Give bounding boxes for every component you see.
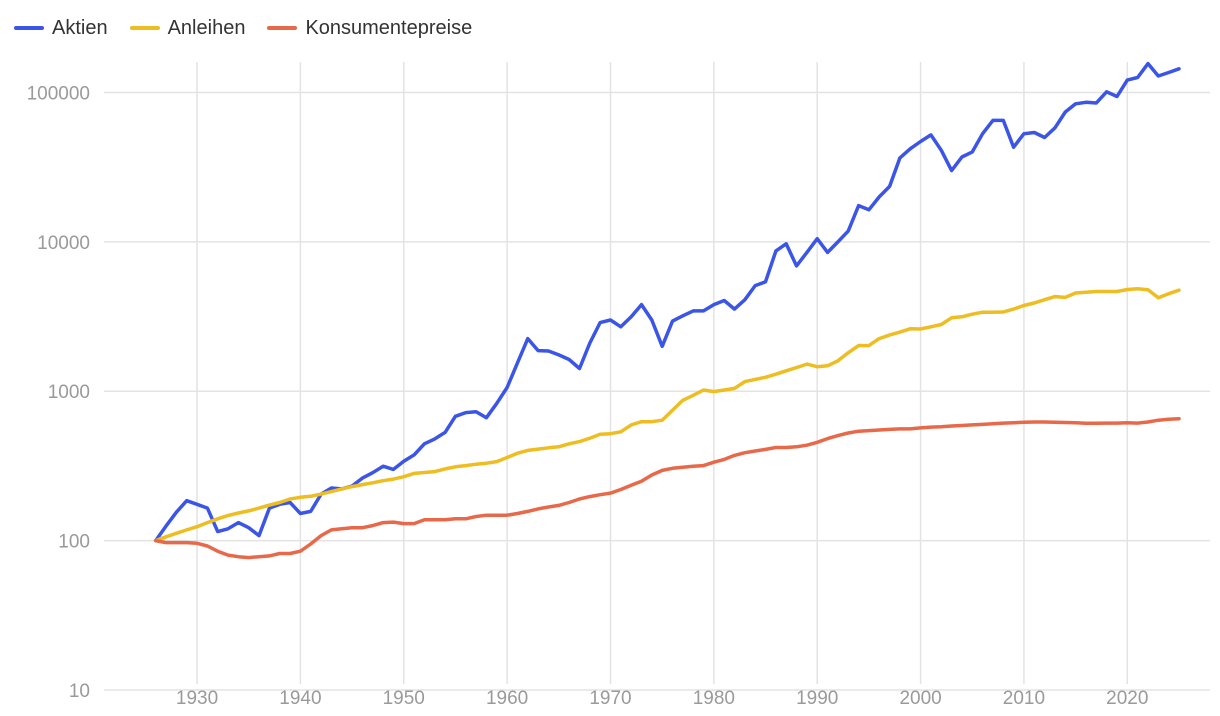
- legend: Aktien Anleihen Konsumentepreise: [14, 14, 494, 42]
- legend-swatch-aktien: [14, 26, 44, 30]
- x-tick-label-1940: 1940: [279, 688, 321, 709]
- x-tick-label-1980: 1980: [693, 688, 735, 709]
- series-line-anleihen: [153, 287, 1181, 543]
- x-tick-label-1960: 1960: [486, 688, 528, 709]
- y-tick-label-100: 100: [58, 532, 90, 553]
- x-tick-label-1950: 1950: [383, 688, 425, 709]
- series-lines: [153, 61, 1181, 560]
- x-tick-label-2010: 2010: [1003, 688, 1045, 709]
- legend-label-anleihen: Anleihen: [167, 16, 246, 39]
- x-tick-label-2020: 2020: [1106, 688, 1148, 709]
- y-tick-label-100000: 100000: [27, 83, 90, 104]
- legend-item-konsumentepreise[interactable]: Konsumentepreise: [267, 17, 472, 40]
- legend-item-anleihen[interactable]: Anleihen: [129, 16, 246, 40]
- y-tick-label-1000: 1000: [48, 382, 90, 403]
- legend-swatch-anleihen: [129, 26, 160, 30]
- x-tick-label-1970: 1970: [589, 688, 631, 709]
- legend-item-aktien[interactable]: Aktien: [14, 17, 108, 40]
- y-tick-label-10000: 10000: [37, 233, 90, 254]
- y-axis-tick-labels: 100000 10000 1000 100 10: [27, 83, 90, 702]
- x-tick-label-1990: 1990: [796, 688, 838, 709]
- legend-swatch-konsumentepreise: [267, 26, 298, 30]
- grid-lines: [104, 62, 1210, 691]
- x-tick-label-2000: 2000: [899, 688, 941, 709]
- legend-label-konsumentepreise: Konsumentepreise: [305, 16, 473, 39]
- x-axis-tick-labels: 1930 1940 1950 1960 1970 1980 1990 2000 2010 2020: [176, 688, 1149, 709]
- legend-label-aktien: Aktien: [52, 16, 108, 39]
- x-tick-label-1930: 1930: [176, 688, 218, 709]
- series-line-konsumentepreise: [153, 416, 1181, 560]
- y-tick-label-10: 10: [69, 681, 90, 702]
